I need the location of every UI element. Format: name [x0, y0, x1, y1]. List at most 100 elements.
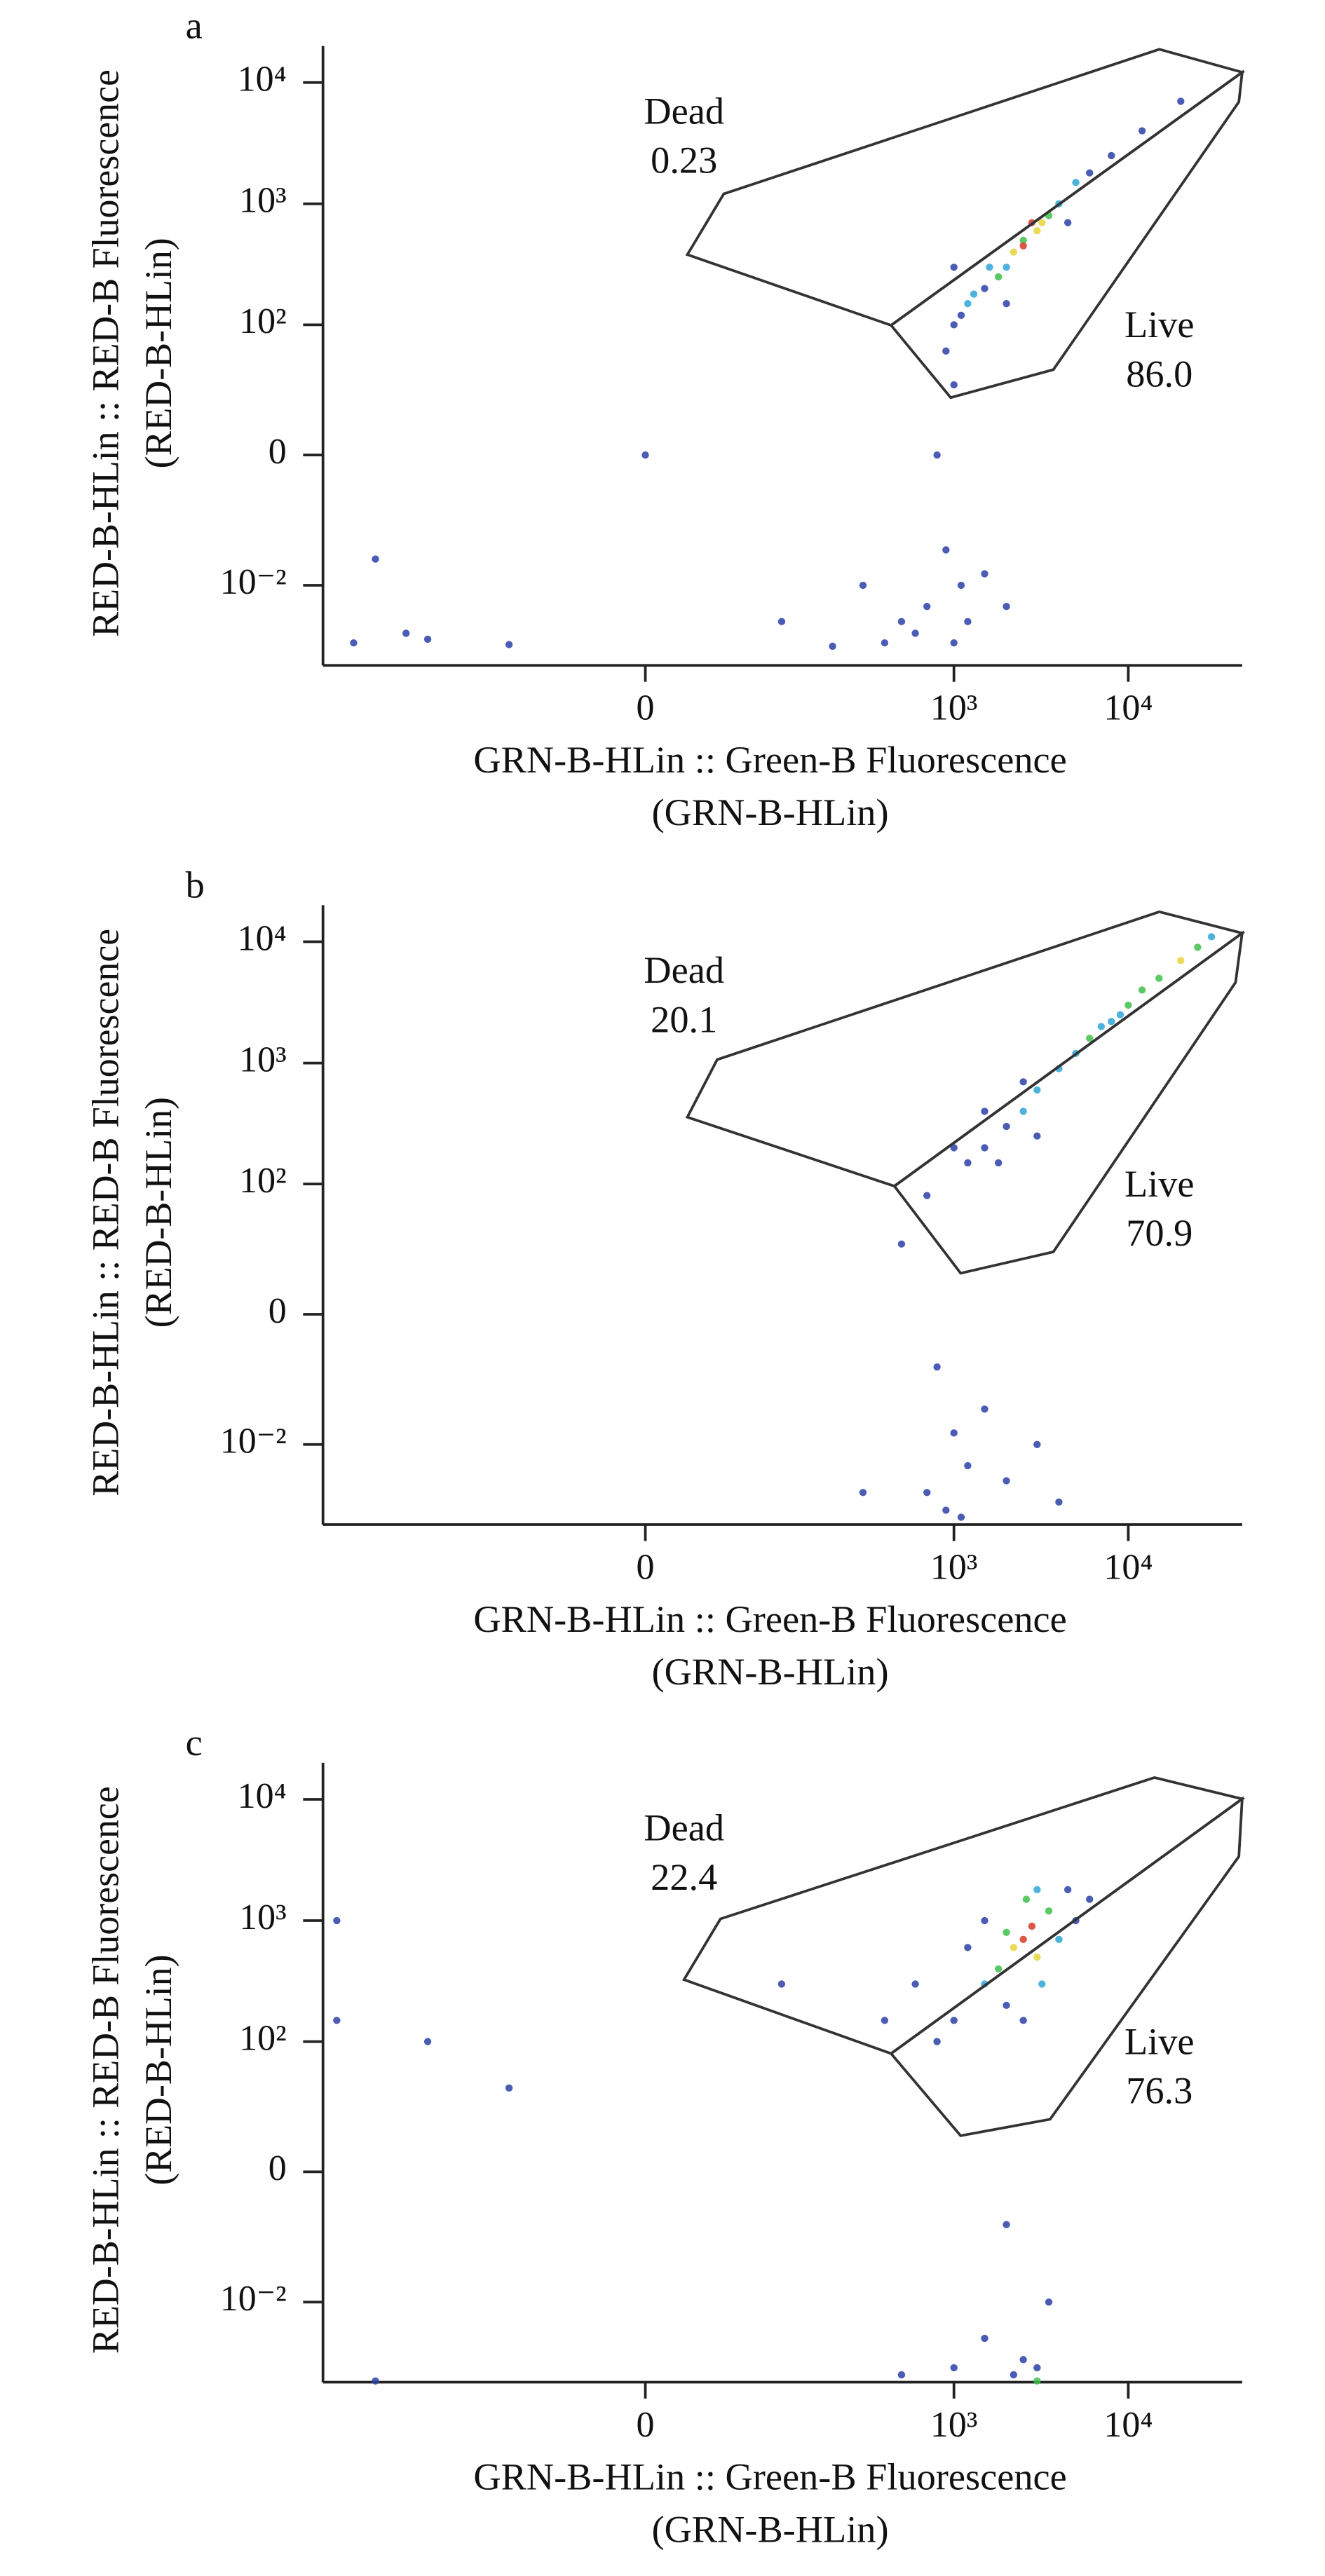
event-point: [1086, 1895, 1094, 1903]
event-point: [333, 2017, 341, 2024]
dead-gate: [685, 48, 1246, 327]
event-point: [994, 1159, 1003, 1167]
event-point: [950, 321, 958, 329]
gate-percent: 70.9: [1126, 1212, 1192, 1254]
x-tick-label: 10³: [930, 2405, 978, 2445]
event-point: [1108, 151, 1115, 160]
y-tick-label: 10²: [239, 301, 287, 341]
event-point: [859, 581, 867, 590]
event-point: [1207, 933, 1216, 941]
event-point: [1116, 1011, 1124, 1018]
y-tick-label: 0: [269, 2148, 287, 2188]
x-axis-label: (GRN-B-HLin): [652, 2509, 889, 2551]
event-point: [1019, 1935, 1027, 1943]
event-point: [964, 300, 972, 308]
event-point: [933, 451, 941, 459]
event-point: [994, 1965, 1003, 1973]
event-point: [950, 639, 958, 647]
event-point: [1045, 2298, 1053, 2306]
event-point: [957, 581, 965, 590]
event-point: [957, 1513, 965, 1521]
y-tick-label: 0: [269, 1291, 287, 1331]
y-tick-label: 10³: [239, 181, 287, 221]
event-point: [1003, 300, 1010, 308]
event-point: [1033, 227, 1041, 235]
event-point: [881, 639, 889, 647]
x-tick-label: 0: [637, 1548, 655, 1588]
event-point: [1124, 1001, 1132, 1009]
event-point: [423, 635, 432, 643]
event-point: [897, 2371, 906, 2379]
event-point: [1177, 97, 1185, 105]
y-tick-label: 10⁻²: [220, 562, 287, 602]
event-point: [970, 290, 978, 298]
event-point: [777, 1980, 786, 1988]
event-point: [942, 347, 950, 355]
event-point: [981, 1405, 988, 1413]
event-point: [859, 1489, 867, 1497]
event-point: [1086, 1035, 1094, 1042]
event-point: [1038, 1980, 1046, 1988]
gate-name: Live: [1124, 304, 1195, 346]
x-tick-label: 10³: [930, 688, 978, 728]
event-point: [950, 1144, 958, 1152]
event-point: [423, 2038, 432, 2045]
x-axis-label: GRN-B-HLin :: Green-B Fluorescence: [473, 2456, 1066, 2498]
dead-gate: [685, 910, 1246, 1188]
event-point: [1003, 1122, 1010, 1131]
gate-name: Live: [1124, 2021, 1195, 2063]
event-point: [1010, 2371, 1018, 2379]
event-point: [923, 1192, 931, 1199]
live-gate: [892, 930, 1244, 1275]
event-point: [1019, 236, 1027, 245]
event-point: [950, 381, 958, 389]
x-axis-label: (GRN-B-HLin): [652, 791, 889, 833]
gate-percent: 76.3: [1126, 2070, 1192, 2112]
event-point: [881, 2017, 889, 2024]
event-point: [1003, 603, 1010, 611]
event-point: [1019, 2356, 1027, 2364]
y-tick-label: 10⁻²: [220, 1422, 287, 1461]
event-point: [950, 2017, 958, 2024]
event-point: [994, 273, 1003, 281]
event-point: [829, 642, 836, 650]
event-point: [981, 570, 988, 578]
event-point: [950, 1429, 958, 1437]
event-point: [981, 2334, 988, 2343]
event-point: [1045, 1907, 1053, 1915]
event-point: [641, 451, 649, 459]
event-point: [950, 264, 958, 271]
event-point: [505, 641, 513, 648]
event-point: [981, 1144, 988, 1152]
event-point: [1022, 1895, 1031, 1903]
y-axis-label: RED-B-HLin :: RED-B Fluorescence: [84, 69, 126, 637]
y-axis-label: (RED-B-HLin): [137, 1097, 179, 1328]
gate-name: Dead: [644, 949, 724, 991]
x-tick-label: 0: [637, 2405, 655, 2445]
gate-name: Dead: [644, 1807, 724, 1849]
y-tick-label: 10³: [239, 1897, 287, 1937]
event-point: [981, 285, 988, 292]
event-point: [897, 1240, 906, 1248]
x-tick-label: 0: [637, 688, 655, 728]
y-tick-label: 10²: [239, 1161, 287, 1201]
event-point: [1072, 179, 1080, 186]
gate-percent: 22.4: [651, 1856, 717, 1898]
panel-label: c: [186, 1722, 203, 1764]
y-tick-label: 10⁴: [238, 1776, 287, 1816]
event-point: [897, 618, 906, 625]
event-point: [1003, 264, 1010, 271]
event-point: [1033, 1886, 1041, 1893]
event-point: [1003, 1928, 1010, 1936]
event-point: [923, 603, 931, 611]
event-point: [933, 2038, 941, 2045]
event-point: [1038, 219, 1046, 226]
event-point: [1028, 1922, 1036, 1930]
event-point: [1033, 1132, 1041, 1140]
event-point: [1138, 127, 1146, 135]
event-point: [1003, 2001, 1010, 2010]
event-point: [986, 264, 993, 271]
